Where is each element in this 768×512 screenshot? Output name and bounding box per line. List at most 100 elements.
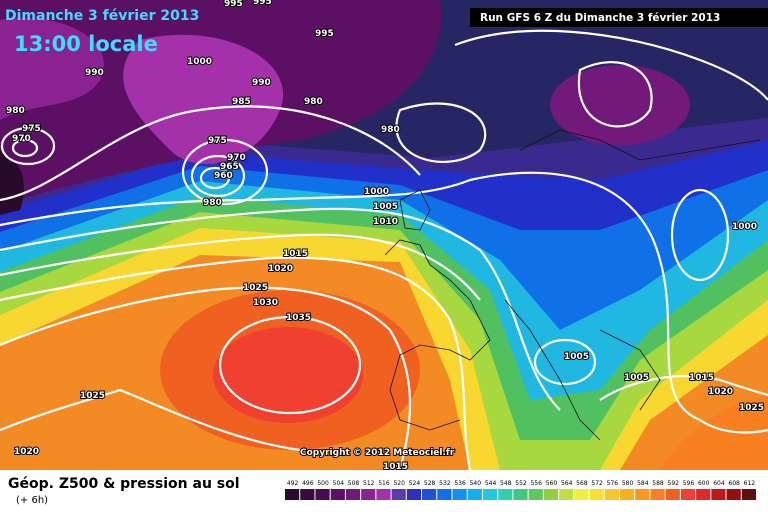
- isobar: [0, 256, 472, 471]
- isobar-label: 1000: [364, 187, 389, 197]
- legend-swatch: [726, 489, 741, 500]
- legend-label: 596: [683, 480, 695, 487]
- legend-swatch: [345, 489, 361, 500]
- field-band: [213, 327, 363, 423]
- legend-label: 500: [317, 480, 329, 487]
- legend-swatch: [741, 489, 756, 500]
- isobar: [599, 374, 768, 401]
- isobar-label: 990: [252, 78, 271, 88]
- map-time: 13:00 locale: [14, 32, 158, 56]
- legend-swatch: [513, 489, 528, 500]
- legend-swatch: [559, 489, 574, 500]
- legend-label: 552: [515, 480, 527, 487]
- legend-swatch: [498, 489, 513, 500]
- coastlines: [384, 129, 761, 441]
- field-band: [0, 18, 104, 120]
- isobar-label: 1020: [14, 447, 39, 457]
- legend-label: 496: [302, 480, 314, 487]
- color-legend: 492 496 500 504 508 512 516 520 524 528 532 536 540 5…: [285, 480, 756, 500]
- isobar: [190, 154, 246, 198]
- legend-swatch: [361, 489, 376, 500]
- isobar-label: 985: [232, 97, 251, 107]
- legend-label: 512: [363, 480, 375, 487]
- legend-swatch: [680, 489, 696, 500]
- legend-label: 560: [546, 480, 558, 487]
- legend-label: 516: [378, 480, 390, 487]
- field-band: [550, 65, 690, 145]
- legend-swatch: [635, 489, 650, 500]
- isobar-label: 1030: [253, 298, 278, 308]
- isobar-label: 970: [12, 134, 31, 144]
- legend-label: 600: [698, 480, 710, 487]
- legend-swatch: [665, 489, 680, 500]
- legend-label: 612: [744, 480, 756, 487]
- isobars: [0, 29, 768, 471]
- legend-label: 544: [485, 480, 497, 487]
- legend-label: 492: [287, 480, 299, 487]
- legend-label: 576: [607, 480, 619, 487]
- field-band: [660, 395, 768, 470]
- run-label: Run GFS 6 Z du Dimanche 3 février 2013: [480, 12, 720, 24]
- isobar: [0, 207, 561, 411]
- isobar-label: 970: [227, 153, 246, 163]
- legend-label: 540: [470, 480, 482, 487]
- legend-swatch: [696, 489, 711, 500]
- isobar-label: 980: [381, 125, 400, 135]
- legend-swatch: [452, 489, 467, 500]
- legend-label: 508: [348, 480, 360, 487]
- legend-swatch: [376, 489, 391, 500]
- isobar: [395, 102, 487, 163]
- isobar-label: 960: [214, 171, 233, 181]
- legend-label: 580: [622, 480, 634, 487]
- legend-swatch: [589, 489, 604, 500]
- isobar: [11, 138, 39, 158]
- coastline: [399, 189, 431, 231]
- isobar: [0, 126, 56, 166]
- coastline: [599, 329, 661, 411]
- isobar-label: 1005: [373, 202, 398, 212]
- footer-step: (+ 6h): [16, 495, 48, 506]
- legend-swatch: [604, 489, 619, 500]
- legend-swatch: [528, 489, 543, 500]
- legend-label: 592: [668, 480, 680, 487]
- isobar-label: 965: [220, 162, 239, 172]
- isobar-label: 995: [315, 29, 334, 39]
- legend-swatch: [300, 489, 315, 500]
- legend-label: 604: [713, 480, 725, 487]
- isobar: [0, 233, 481, 301]
- isobar: [0, 178, 471, 227]
- isobar: [577, 61, 653, 128]
- legend-label: 532: [439, 480, 451, 487]
- legend-swatch: [437, 489, 452, 500]
- run-box: [470, 8, 768, 27]
- isobar-label: 980: [304, 97, 323, 107]
- isobar-label: 1025: [243, 283, 268, 293]
- legend-swatch: [650, 489, 665, 500]
- isobar-label: 1015: [689, 373, 714, 383]
- isobar-label: 1035: [286, 313, 311, 323]
- isobar: [469, 171, 768, 434]
- isobar: [218, 315, 362, 415]
- legend-swatch: [406, 489, 422, 500]
- isobar-label: 980: [203, 198, 222, 208]
- legend-label: 608: [728, 480, 740, 487]
- map-date: Dimanche 3 février 2013: [5, 8, 199, 24]
- isobar-label: 1025: [80, 391, 105, 401]
- field-band: [123, 34, 284, 165]
- legend-swatch: [422, 489, 437, 500]
- isobar-label: 1005: [624, 373, 649, 383]
- legend-label: 556: [530, 480, 542, 487]
- isobar: [181, 138, 269, 206]
- isobar: [533, 338, 597, 386]
- copyright: Copyright © 2012 Meteociel.fr: [300, 448, 455, 458]
- isobar: [0, 286, 412, 471]
- isobar-label: 1020: [268, 264, 293, 274]
- legend-swatch: [285, 489, 300, 500]
- legend-swatch: [619, 489, 635, 500]
- isobar: [0, 388, 301, 452]
- coastline: [519, 129, 761, 161]
- isobar: [670, 188, 730, 282]
- legend-label: 520: [393, 480, 405, 487]
- isobar: [454, 29, 768, 101]
- isobar: [199, 166, 231, 190]
